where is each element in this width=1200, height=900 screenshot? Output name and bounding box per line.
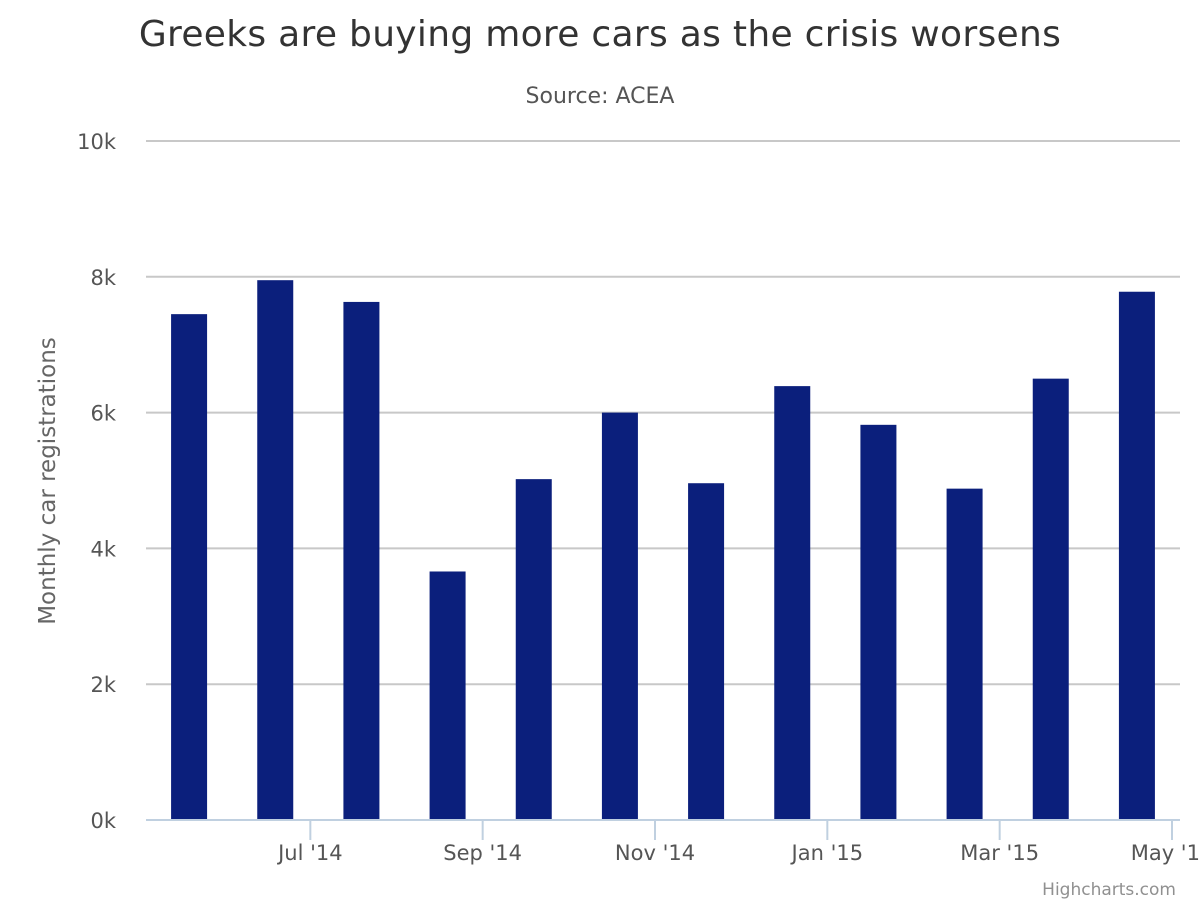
bar[interactable] [1118, 291, 1155, 820]
grid-lines [146, 140, 1180, 686]
x-tick-label: Mar '15 [960, 841, 1039, 865]
x-tick-label: Jul '14 [276, 841, 343, 865]
bar[interactable] [860, 424, 897, 820]
chart-title: Greeks are buying more cars as the crisi… [138, 14, 1062, 55]
bar[interactable] [601, 412, 638, 820]
bar[interactable] [946, 488, 983, 820]
axes: 0k 2k 4k 6k 8k 10k Jul '14 Sep '14 Nov '14 Jan '1… [77, 130, 1200, 865]
x-tick-label: Jan '15 [790, 841, 864, 865]
bar[interactable] [343, 301, 380, 821]
x-tick-label: May '15 [1131, 841, 1200, 865]
y-axis-title: Monthly car registrations [35, 337, 61, 625]
bar[interactable] [774, 386, 811, 820]
y-tick-label: 6k [90, 402, 116, 426]
y-tick-label: 10k [77, 130, 117, 154]
bar[interactable] [257, 280, 294, 820]
bar[interactable] [515, 479, 552, 820]
y-tick-label: 8k [90, 266, 116, 290]
bar[interactable] [1032, 378, 1069, 820]
bar[interactable] [429, 571, 466, 820]
y-tick-label: 2k [90, 673, 116, 697]
bar-series [171, 280, 1155, 821]
chart-subtitle: Source: ACEA [525, 84, 675, 109]
y-tick-label: 0k [90, 809, 116, 833]
x-tick-label: Nov '14 [615, 841, 695, 865]
credits-link[interactable]: Highcharts.com [1042, 880, 1176, 900]
x-tick-label: Sep '14 [443, 841, 522, 865]
bar[interactable] [688, 483, 725, 820]
bar[interactable] [171, 314, 208, 820]
y-tick-label: 4k [90, 537, 116, 561]
